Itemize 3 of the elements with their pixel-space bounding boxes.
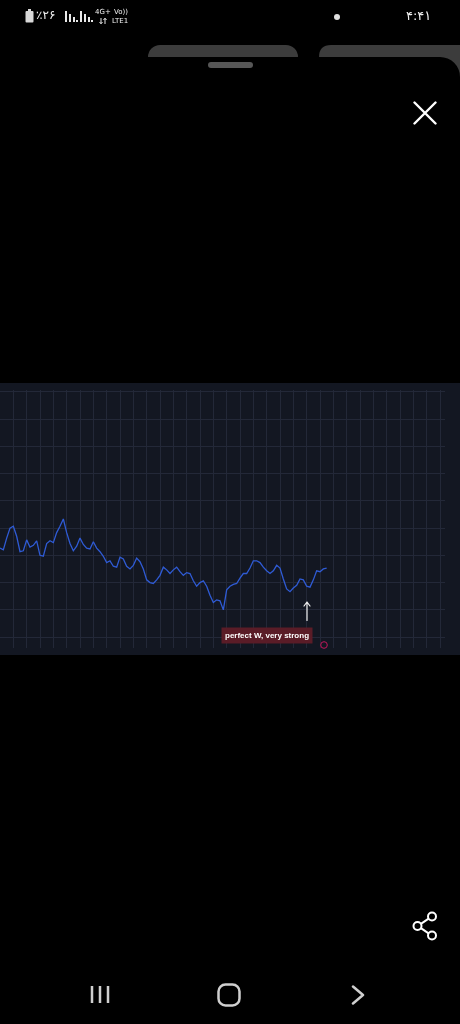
text: perfect W, very strong <box>225 631 310 640</box>
text: ۴:۴۱ <box>406 8 432 23</box>
text: ٪۲۶ <box>36 8 56 22</box>
